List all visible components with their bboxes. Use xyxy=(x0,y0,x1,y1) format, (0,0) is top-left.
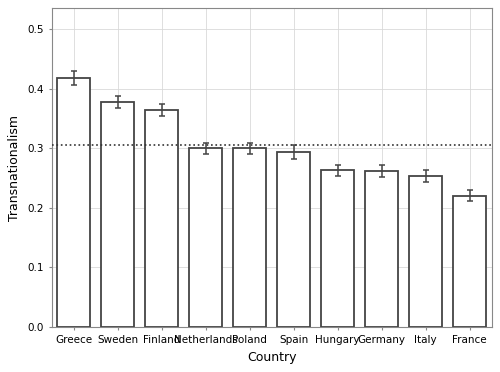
Bar xyxy=(365,171,398,327)
Bar xyxy=(101,102,134,327)
Bar xyxy=(277,152,310,327)
Bar xyxy=(189,148,222,327)
Bar xyxy=(453,196,486,327)
Bar xyxy=(321,170,354,327)
X-axis label: Country: Country xyxy=(247,351,296,364)
Y-axis label: Transnationalism: Transnationalism xyxy=(8,115,22,221)
Bar xyxy=(233,148,266,327)
Bar xyxy=(57,78,90,327)
Bar xyxy=(145,110,178,327)
Bar xyxy=(409,176,442,327)
